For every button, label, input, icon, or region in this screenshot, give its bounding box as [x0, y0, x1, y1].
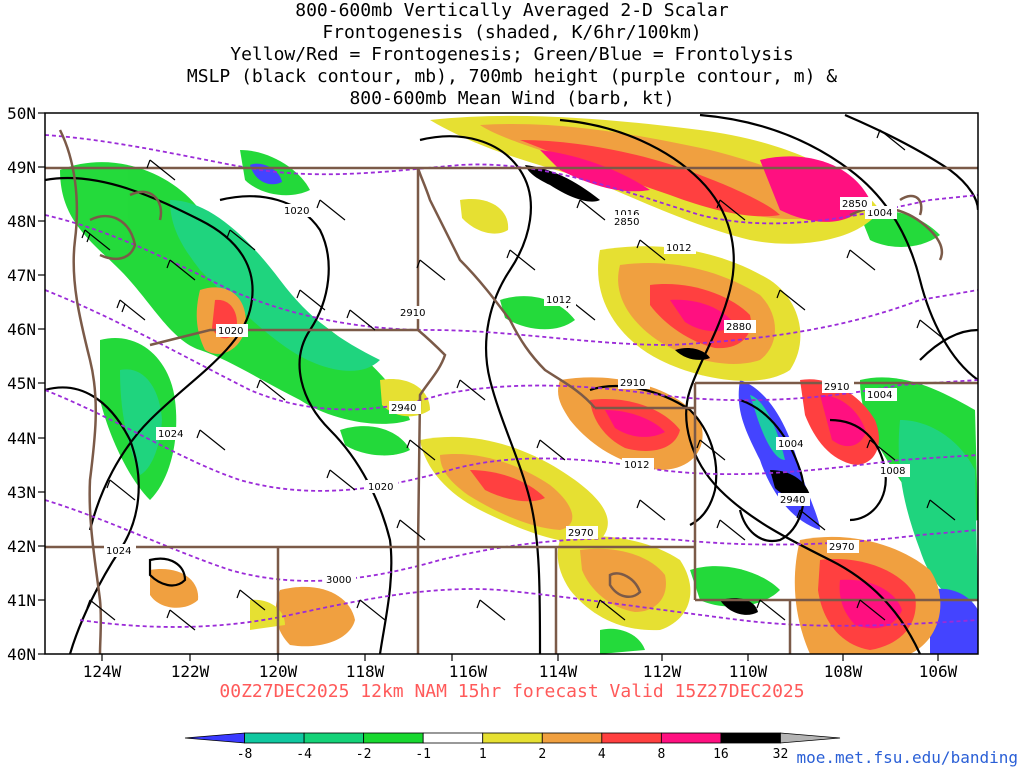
- height-label: 2880: [726, 322, 751, 333]
- mslp-label: 1004: [867, 390, 892, 401]
- mslp-label: 1012: [624, 460, 649, 471]
- mslp-label: 1004: [867, 208, 892, 219]
- height-label: 2910: [620, 378, 645, 389]
- title-line-5: 800-600mb Mean Wind (barb, kt): [349, 88, 675, 109]
- lon-label: 122W: [171, 662, 210, 681]
- colorbar-label: -4: [296, 747, 312, 762]
- colorbar-swatch: [660, 732, 722, 744]
- colorbar-label: -8: [237, 747, 253, 762]
- lat-labels: 50N 49N 48N 47N 46N 45N 44N 43N 42N 41N …: [7, 104, 36, 664]
- colorbar-swatch: [601, 732, 662, 744]
- height-labels: 2850 2850 2880 2910 2940 2910 2940 2970 …: [324, 197, 872, 586]
- mslp-label: 1012: [666, 243, 691, 254]
- height-contours: [45, 134, 978, 628]
- lon-labels: 124W 122W 120W 118W 116W 114W 112W 110W …: [83, 662, 958, 681]
- lat-label: 41N: [7, 591, 36, 610]
- lat-label: 40N: [7, 645, 36, 664]
- mslp-labels: 1020 1020 1024 1020 1024 1012 1016 1012 …: [104, 204, 910, 557]
- lon-label: 118W: [346, 662, 385, 681]
- height-label: 2850: [614, 217, 639, 228]
- lat-label: 46N: [7, 320, 36, 339]
- lon-label: 114W: [539, 662, 578, 681]
- colorbar-swatch: [780, 732, 841, 744]
- colorbar-label: 8: [657, 747, 665, 762]
- lon-label: 120W: [259, 662, 298, 681]
- colorbar-label: -1: [415, 747, 431, 762]
- colorbar-swatch: [244, 732, 305, 744]
- title-line-2: Frontogenesis (shaded, K/6hr/100km): [322, 22, 702, 43]
- mslp-label: 1020: [218, 326, 243, 337]
- height-label: 2910: [824, 382, 849, 393]
- colorbar-label: -2: [356, 747, 372, 762]
- height-label: 2850: [842, 199, 867, 210]
- mslp-label: 1012: [546, 295, 571, 306]
- height-label: 2940: [780, 495, 805, 506]
- colorbar-swatch: [363, 732, 424, 744]
- mslp-label: 1020: [368, 482, 393, 493]
- lon-label: 112W: [643, 662, 682, 681]
- height-label: 2970: [568, 528, 593, 539]
- lon-label: 124W: [83, 662, 122, 681]
- height-label: 2940: [391, 403, 416, 414]
- lon-label: 106W: [919, 662, 958, 681]
- lat-label: 45N: [7, 374, 36, 393]
- credit-url[interactable]: moe.met.fsu.edu/banding: [796, 748, 1018, 767]
- mslp-label: 1004: [778, 439, 803, 450]
- forecast-valid-line: 00Z27DEC2025 12km NAM 15hr forecast Vali…: [219, 681, 805, 702]
- mslp-label: 1016: [614, 209, 639, 220]
- lon-label: 108W: [824, 662, 863, 681]
- title-line-4: MSLP (black contour, mb), 700mb height (…: [186, 66, 838, 87]
- height-label: 2970: [829, 542, 854, 553]
- lon-label: 116W: [449, 662, 488, 681]
- colorbar: -8 -4 -2 -1 1 2 4 8 16 32: [184, 732, 841, 762]
- colorbar-label: 2: [538, 747, 546, 762]
- colorbar-label: 16: [713, 747, 729, 762]
- colorbar-swatch: [303, 732, 365, 744]
- title-line-1: 800-600mb Vertically Averaged 2-D Scalar: [295, 0, 729, 21]
- mslp-label: 1020: [284, 206, 309, 217]
- lat-label: 49N: [7, 158, 36, 177]
- colorbar-swatch: [422, 732, 484, 744]
- mslp-label: 1024: [158, 429, 183, 440]
- lat-label: 43N: [7, 483, 36, 502]
- lat-label: 44N: [7, 429, 36, 448]
- state-borders: [45, 129, 978, 654]
- colorbar-swatch: [541, 732, 603, 744]
- height-label: 2910: [400, 308, 425, 319]
- lon-label: 110W: [729, 662, 768, 681]
- colorbar-label: 4: [598, 747, 606, 762]
- wind-barbs: [81, 129, 956, 631]
- colorbar-label: 1: [479, 747, 487, 762]
- colorbar-label: 32: [773, 747, 789, 762]
- mslp-label: 1008: [880, 466, 905, 477]
- mslp-label: 1024: [106, 546, 131, 557]
- colorbar-swatch: [720, 732, 781, 744]
- lat-axis: [38, 112, 45, 655]
- lat-label: 48N: [7, 212, 36, 231]
- lon-axis: [101, 654, 939, 661]
- colorbar-swatch: [482, 732, 543, 744]
- lat-label: 50N: [7, 104, 36, 123]
- colorbar-swatch: [184, 732, 245, 744]
- height-label: 3000: [326, 575, 351, 586]
- title-line-3: Yellow/Red = Frontogenesis; Green/Blue =…: [230, 44, 794, 65]
- lat-label: 42N: [7, 537, 36, 556]
- lat-label: 47N: [7, 266, 36, 285]
